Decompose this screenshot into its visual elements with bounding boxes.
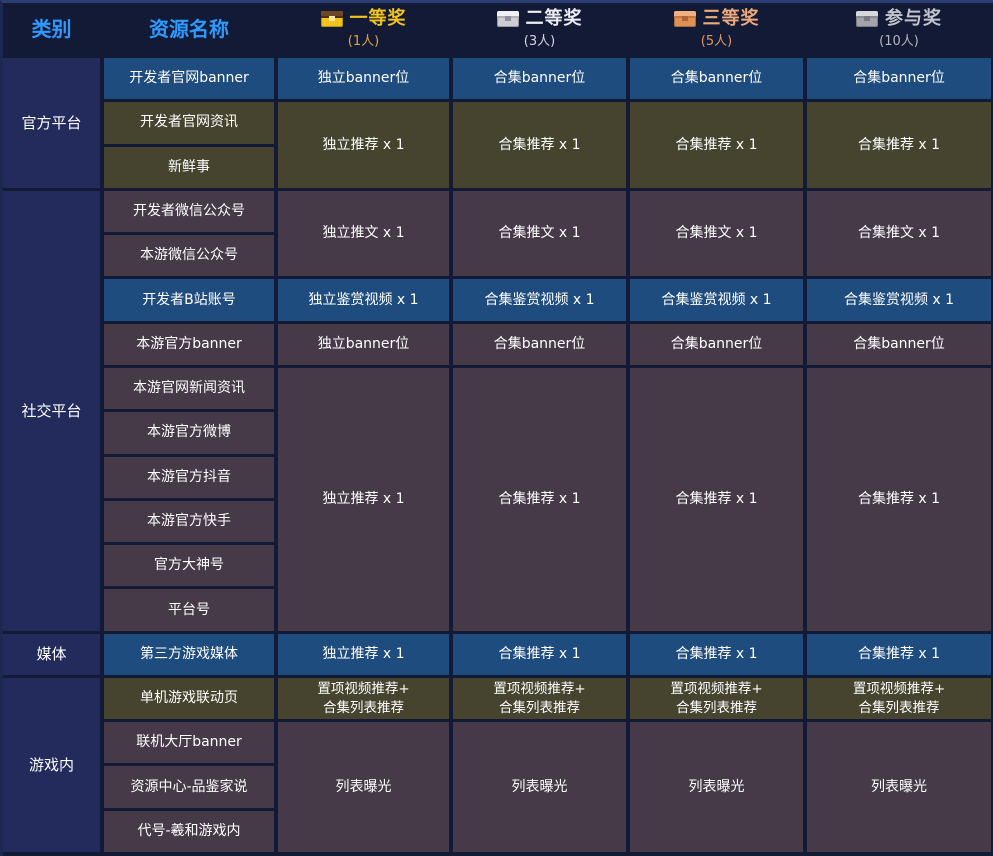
reward-cell: 置项视频推荐+ 合集列表推荐 bbox=[453, 677, 626, 720]
reward-cell: 列表曝光 bbox=[278, 722, 449, 852]
resource-cell: 单机游戏联动页 bbox=[104, 677, 274, 720]
reward-cell: 合集推荐 x 1 bbox=[453, 102, 626, 188]
reward-cell: 合集推荐 x 1 bbox=[807, 102, 991, 188]
header-category: 类别 bbox=[3, 3, 100, 55]
reward-cell: 合集推荐 x 1 bbox=[807, 633, 991, 675]
third-prize-title-row: 三等奖 bbox=[673, 7, 760, 31]
reward-cell: 独立banner位 bbox=[278, 58, 449, 100]
reward-cell: 合集推荐 x 1 bbox=[807, 367, 991, 631]
resource-cell: 本游官方微博 bbox=[104, 412, 274, 454]
category-cell-media: 媒体 bbox=[3, 633, 100, 675]
reward-cell: 置项视频推荐+ 合集列表推荐 bbox=[807, 677, 991, 720]
participation-prize-label: 参与奖 bbox=[885, 8, 942, 30]
resource-cell: 本游微信公众号 bbox=[104, 235, 274, 277]
category-cell-ingame: 游戏内 bbox=[3, 677, 100, 852]
reward-cell: 合集鉴赏视频 x 1 bbox=[453, 279, 626, 321]
reward-cell: 合集banner位 bbox=[807, 323, 991, 365]
resource-cell: 本游官方banner bbox=[104, 323, 274, 365]
resource-cell: 代号-羲和游戏内 bbox=[104, 810, 274, 852]
reward-cell: 合集banner位 bbox=[630, 58, 803, 100]
reward-cell: 置项视频推荐+ 合集列表推荐 bbox=[630, 677, 803, 720]
category-cell-social-platform: 社交平台 bbox=[3, 190, 100, 631]
reward-cell: 列表曝光 bbox=[453, 722, 626, 852]
reward-cell: 合集鉴赏视频 x 1 bbox=[807, 279, 991, 321]
silver-chest-icon bbox=[496, 11, 519, 28]
first-prize-count: (1人) bbox=[347, 34, 380, 50]
reward-cell: 合集推荐 x 1 bbox=[630, 367, 803, 631]
reward-cell: 独立推荐 x 1 bbox=[278, 633, 449, 675]
header-second-prize: 二等奖 (3人) bbox=[453, 3, 626, 55]
reward-cell: 合集推文 x 1 bbox=[807, 190, 991, 277]
gold-chest-icon bbox=[320, 11, 343, 28]
resource-cell: 官方大神号 bbox=[104, 545, 274, 587]
reward-cell: 合集推荐 x 1 bbox=[453, 633, 626, 675]
resource-cell: 开发者官网banner bbox=[104, 58, 274, 100]
resource-cell: 开发者微信公众号 bbox=[104, 190, 274, 233]
reward-cell: 合集banner位 bbox=[630, 323, 803, 365]
gray-chest-icon bbox=[856, 11, 878, 28]
reward-cell: 列表曝光 bbox=[630, 722, 803, 852]
reward-cell: 独立推文 x 1 bbox=[278, 190, 449, 277]
first-prize-title-row: 一等奖 bbox=[320, 7, 407, 31]
resource-cell: 本游官方快手 bbox=[104, 500, 274, 543]
resource-cell: 第三方游戏媒体 bbox=[104, 633, 274, 675]
reward-cell: 独立推荐 x 1 bbox=[278, 367, 449, 631]
second-prize-label: 二等奖 bbox=[525, 8, 583, 30]
resource-cell: 开发者官网资讯 bbox=[104, 102, 274, 144]
second-prize-count: (3人) bbox=[523, 34, 556, 50]
header-participation-prize: 参与奖 (10人) bbox=[807, 3, 991, 55]
reward-cell: 独立banner位 bbox=[278, 323, 449, 365]
first-prize-label: 一等奖 bbox=[349, 8, 407, 30]
header-resource-name: 资源名称 bbox=[104, 3, 274, 55]
reward-cell: 合集banner位 bbox=[453, 58, 626, 100]
participation-prize-count: (10人) bbox=[879, 34, 919, 50]
resource-cell: 新鲜事 bbox=[104, 146, 274, 188]
resource-header-label: 资源名称 bbox=[149, 16, 229, 41]
resource-cell: 资源中心-品鉴家说 bbox=[104, 766, 274, 808]
reward-cell: 合集推荐 x 1 bbox=[630, 633, 803, 675]
reward-cell: 合集banner位 bbox=[807, 58, 991, 100]
resource-cell: 平台号 bbox=[104, 589, 274, 631]
reward-cell: 合集推荐 x 1 bbox=[630, 102, 803, 188]
bronze-chest-icon bbox=[673, 11, 696, 28]
second-prize-title-row: 二等奖 bbox=[496, 7, 583, 31]
category-cell-official-platform: 官方平台 bbox=[3, 58, 100, 188]
header-first-prize: 一等奖 (1人) bbox=[278, 3, 449, 55]
category-header-label: 类别 bbox=[31, 16, 72, 41]
reward-cell: 合集推文 x 1 bbox=[453, 190, 626, 277]
reward-cell: 独立鉴赏视频 x 1 bbox=[278, 279, 449, 321]
reward-cell: 合集banner位 bbox=[453, 323, 626, 365]
reward-cell: 独立推荐 x 1 bbox=[278, 102, 449, 188]
third-prize-label: 三等奖 bbox=[702, 8, 760, 30]
resource-cell: 联机大厅banner bbox=[104, 722, 274, 764]
reward-cell: 合集鉴赏视频 x 1 bbox=[630, 279, 803, 321]
third-prize-count: (5人) bbox=[700, 34, 733, 50]
resource-cell: 开发者B站账号 bbox=[104, 279, 274, 321]
header-third-prize: 三等奖 (5人) bbox=[630, 3, 803, 55]
participation-prize-title-row: 参与奖 bbox=[856, 7, 942, 31]
reward-cell: 列表曝光 bbox=[807, 722, 991, 852]
resource-cell: 本游官网新闻资讯 bbox=[104, 367, 274, 410]
resource-cell: 本游官方抖音 bbox=[104, 456, 274, 498]
reward-cell: 合集推文 x 1 bbox=[630, 190, 803, 277]
reward-cell: 合集推荐 x 1 bbox=[453, 367, 626, 631]
reward-cell: 置项视频推荐+ 合集列表推荐 bbox=[278, 677, 449, 720]
